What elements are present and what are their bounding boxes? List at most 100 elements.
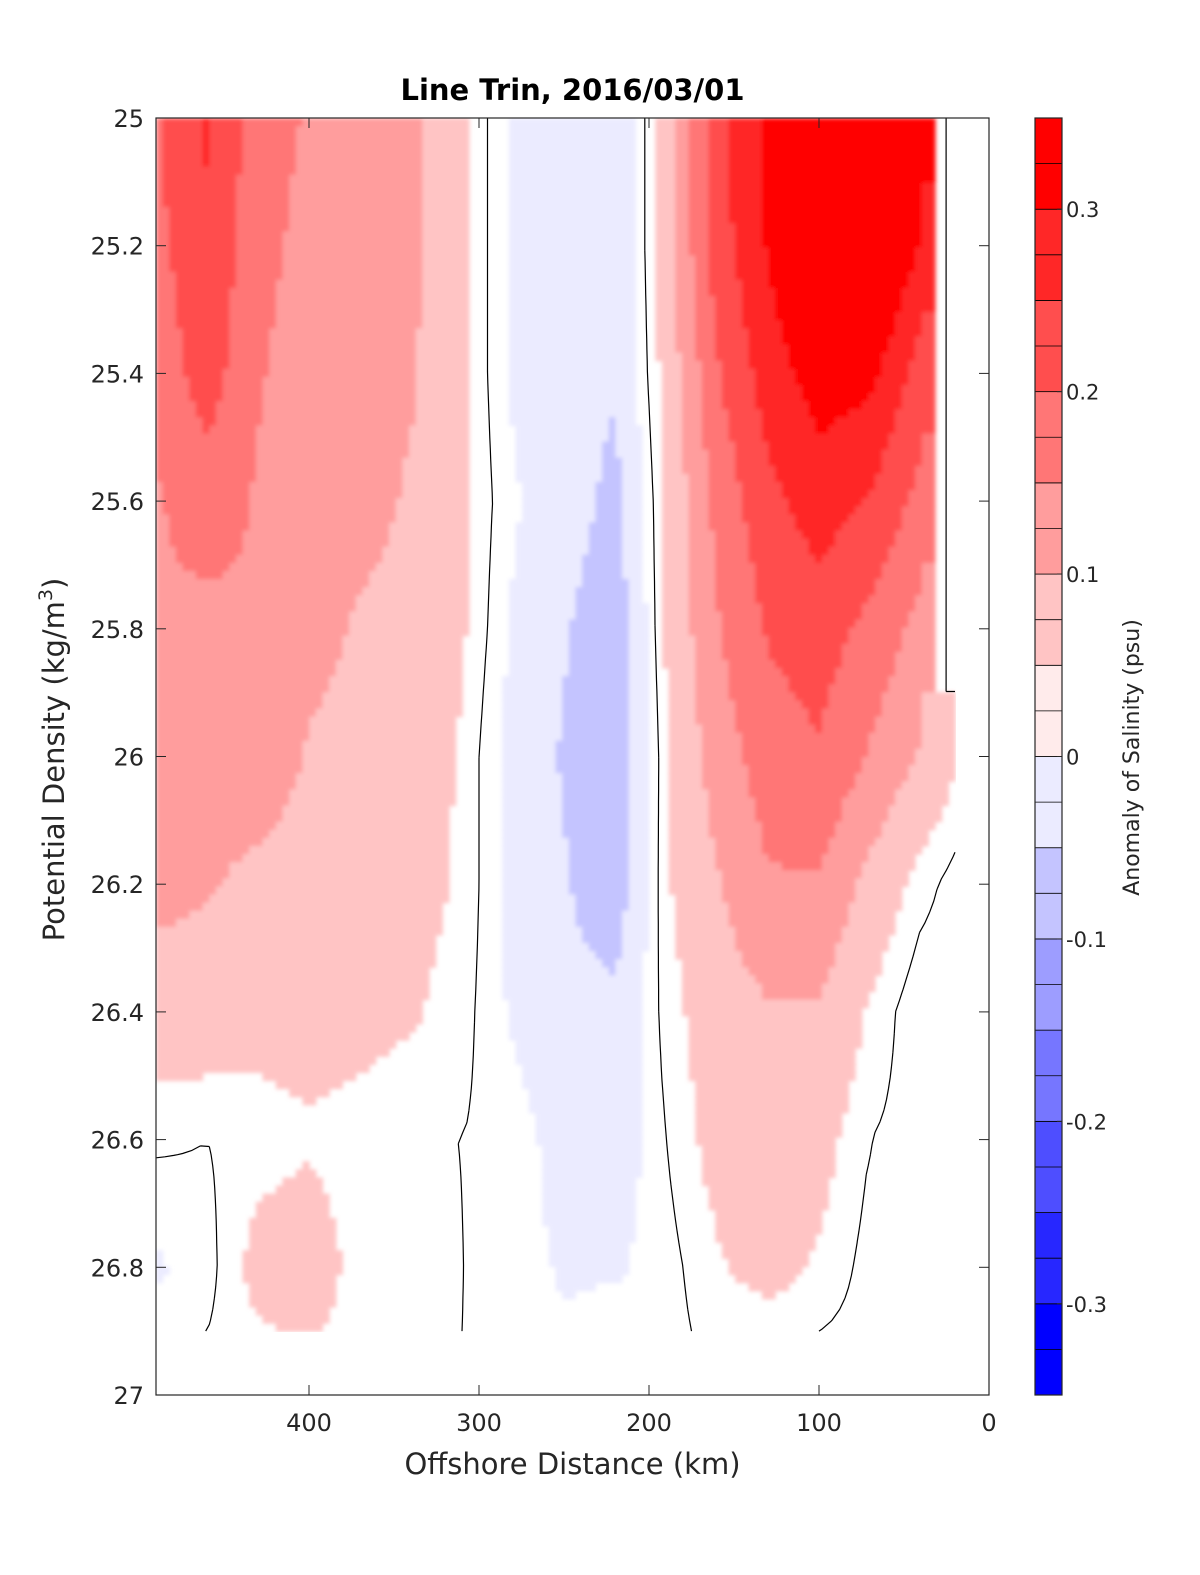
field-cell <box>835 166 843 176</box>
field-cell <box>282 384 290 394</box>
field-cell <box>222 304 230 313</box>
field-cell <box>781 425 790 435</box>
field-cell <box>748 174 756 184</box>
field-cell <box>848 118 856 127</box>
field-cell <box>528 328 537 337</box>
field-cell <box>901 255 909 265</box>
field-cell <box>861 449 870 459</box>
field-cell <box>302 425 310 435</box>
field-cell <box>741 433 750 443</box>
field-cell <box>522 182 530 192</box>
field-cell <box>668 118 676 127</box>
field-cell <box>309 126 317 135</box>
field-cell <box>269 182 277 192</box>
field-cell <box>349 368 357 378</box>
field-cell <box>582 304 590 313</box>
field-cell <box>409 142 417 151</box>
field-cell <box>315 239 324 249</box>
field-cell <box>389 409 397 418</box>
field-cell <box>202 409 210 418</box>
field-cell <box>355 158 364 168</box>
field-cell <box>828 239 836 249</box>
field-cell <box>202 182 210 192</box>
field-cell <box>682 425 690 435</box>
field-cell <box>402 142 410 151</box>
field-cell <box>462 126 470 135</box>
field-cell <box>409 425 417 435</box>
field-cell <box>409 384 417 394</box>
field-cell <box>888 360 896 370</box>
field-cell <box>588 336 597 346</box>
field-cell <box>542 134 550 143</box>
field-cell <box>209 158 217 168</box>
field-cell <box>215 295 224 305</box>
field-cell <box>755 126 763 135</box>
field-cell <box>855 247 863 257</box>
field-cell <box>595 425 603 435</box>
field-cell <box>848 182 856 192</box>
field-cell <box>821 384 830 394</box>
field-cell <box>775 465 783 475</box>
field-cell <box>815 279 823 289</box>
field-cell <box>921 239 929 249</box>
field-cell <box>588 384 597 394</box>
field-cell <box>795 198 803 208</box>
field-cell <box>455 465 463 475</box>
field-cell <box>595 126 603 135</box>
field-cell <box>535 409 543 418</box>
field-cell <box>342 126 350 135</box>
field-cell <box>701 247 710 257</box>
field-cell <box>275 352 284 362</box>
field-cell <box>881 481 890 491</box>
field-cell <box>622 166 630 176</box>
field-cell <box>821 134 830 143</box>
field-cell <box>295 368 304 378</box>
field-cell <box>662 271 670 281</box>
field-cell <box>555 481 563 491</box>
field-cell <box>555 457 563 467</box>
field-cell <box>422 247 430 257</box>
field-cell <box>195 158 204 168</box>
field-cell <box>662 441 670 451</box>
field-cell <box>522 384 530 394</box>
field-cell <box>242 198 250 208</box>
field-cell <box>548 174 557 184</box>
field-cell <box>222 166 230 176</box>
field-cell <box>761 231 770 240</box>
field-cell <box>262 384 270 394</box>
field-cell <box>688 206 696 216</box>
field-cell <box>415 158 423 168</box>
field-cell <box>415 490 423 499</box>
field-cell <box>269 206 277 216</box>
field-cell <box>428 287 437 297</box>
field-cell <box>269 473 277 483</box>
field-cell <box>708 231 716 240</box>
field-cell <box>409 182 417 192</box>
field-cell <box>542 433 550 443</box>
field-cell <box>169 142 177 151</box>
field-cell <box>322 271 330 281</box>
field-cell <box>309 457 317 467</box>
field-cell <box>175 417 184 426</box>
field-cell <box>222 215 230 224</box>
field-cell <box>668 441 676 451</box>
field-cell <box>582 295 590 305</box>
field-cell <box>342 287 350 297</box>
field-cell <box>209 182 217 192</box>
field-cell <box>342 352 350 362</box>
field-cell <box>615 384 623 394</box>
field-cell <box>688 271 696 281</box>
field-cell <box>548 457 557 467</box>
field-cell <box>821 263 830 273</box>
field-cell <box>921 328 929 337</box>
field-cell <box>622 215 630 224</box>
field-cell <box>662 457 670 467</box>
field-cell <box>215 328 224 337</box>
field-cell <box>588 360 597 370</box>
field-cell <box>369 263 377 273</box>
field-cell <box>342 271 350 281</box>
field-cell <box>275 441 284 451</box>
field-cell <box>582 263 590 273</box>
field-cell <box>389 457 397 467</box>
field-cell <box>255 134 264 143</box>
